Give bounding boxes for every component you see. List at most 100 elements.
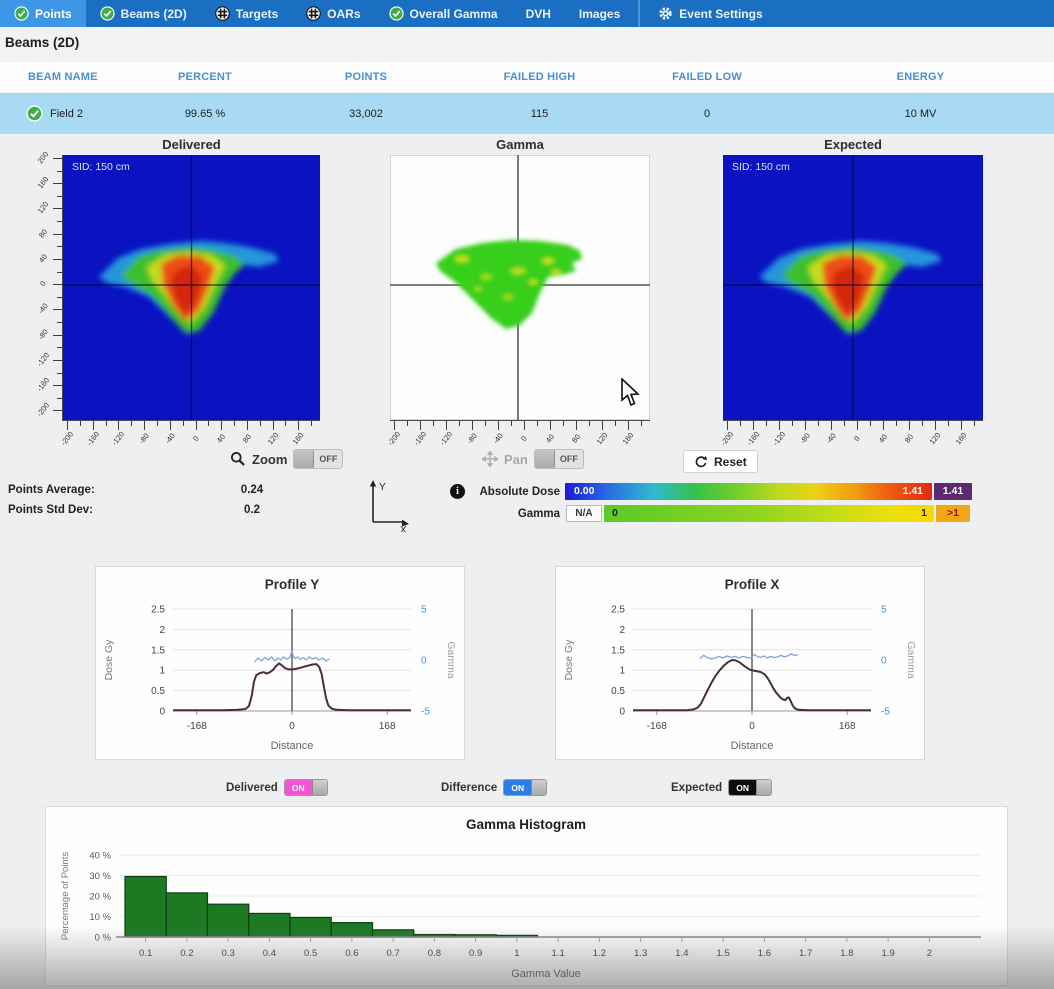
x-axis-tick xyxy=(524,421,525,430)
x-axis-tick xyxy=(844,421,845,426)
svg-text:1: 1 xyxy=(514,948,519,959)
x-axis-tick-label: -120 xyxy=(437,429,455,448)
svg-text:1.5: 1.5 xyxy=(717,948,730,959)
x-axis-tick xyxy=(883,421,884,430)
delivered-layer-label: Delivered xyxy=(226,781,278,794)
gamma-colorbar: 0 1 xyxy=(604,505,934,522)
svg-text:2: 2 xyxy=(159,625,165,636)
delivered-x-axis: -200 -160 -120 -80 -40 0 40 80 120 160 xyxy=(59,420,320,448)
gamma-colorbar-min: 0 xyxy=(612,507,618,519)
beam-table-row[interactable]: Field 2 99.65 % 33,002 115 0 10 MV xyxy=(0,93,1054,134)
column-header-points[interactable]: POINTS xyxy=(344,71,388,83)
target-grid-icon xyxy=(306,6,321,21)
switch-knob[interactable] xyxy=(311,780,327,795)
svg-text:1: 1 xyxy=(619,666,625,677)
absolute-dose-overflow-cell: 1.41 xyxy=(934,483,972,500)
nav-tab-dvh[interactable]: DVH xyxy=(512,0,565,27)
svg-text:168: 168 xyxy=(839,721,856,732)
x-axis-tick xyxy=(831,421,832,430)
svg-text:0: 0 xyxy=(881,656,887,667)
svg-text:5: 5 xyxy=(881,605,887,616)
delivered-layer-switch[interactable]: ON xyxy=(283,779,328,796)
svg-text:0: 0 xyxy=(289,721,295,732)
x-axis-tick xyxy=(144,421,146,430)
nav-tab-label: DVH xyxy=(525,6,551,21)
y-axis-tick xyxy=(53,309,62,311)
expected-layer-switch[interactable]: ON xyxy=(728,779,773,796)
svg-text:Distance: Distance xyxy=(271,740,314,752)
zoom-toggle-knob[interactable] xyxy=(294,450,315,468)
x-axis-tick-label: -80 xyxy=(137,431,151,446)
nav-tab-overall-gamma[interactable]: Overall Gamma xyxy=(375,0,512,27)
y-axis-tick xyxy=(53,258,62,260)
x-axis-tick xyxy=(118,421,120,430)
gamma-colorbar-max: 1 xyxy=(921,507,927,519)
column-header-failed-high[interactable]: FAILED HIGH xyxy=(503,71,576,83)
x-axis-tick xyxy=(974,421,975,426)
reset-button[interactable]: Reset xyxy=(683,450,758,473)
svg-text:Gamma Histogram: Gamma Histogram xyxy=(466,817,586,832)
switch-knob[interactable] xyxy=(531,780,547,795)
profileX-svg: Profile X 2.5 2 1.5 1 0.5 0 5 0 -5 -168 0 168 Distanc… xyxy=(563,577,917,752)
column-header-percent[interactable]: PERCENT xyxy=(178,71,232,83)
gamma-panel-title: Gamma xyxy=(496,137,544,152)
nav-tab-points[interactable]: Points xyxy=(0,0,86,27)
x-axis-tick-label: -160 xyxy=(84,429,101,448)
delivered-layer-toggle-group: Delivered ON xyxy=(226,779,328,796)
y-axis-tick-label: 0 xyxy=(38,279,48,289)
nav-tab-targets[interactable]: Targets xyxy=(201,0,292,27)
y-axis-tick-label: 200 xyxy=(35,149,51,166)
svg-text:1: 1 xyxy=(159,666,165,677)
x-axis-tick xyxy=(394,421,395,430)
x-axis-tick-label: -160 xyxy=(744,429,762,448)
x-axis-tick xyxy=(234,421,236,426)
x-axis-tick xyxy=(298,421,300,430)
nav-separator xyxy=(638,0,641,27)
pan-toggle[interactable]: OFF xyxy=(533,449,584,469)
column-header-energy[interactable]: ENERGY xyxy=(896,71,945,83)
absolute-dose-min: 0.00 xyxy=(574,485,595,497)
x-axis-tick-label: 120 xyxy=(594,430,610,447)
delivered-dose-image[interactable]: SID: 150 cm xyxy=(63,155,320,420)
svg-text:1.2: 1.2 xyxy=(593,948,606,959)
nav-tab-images[interactable]: Images xyxy=(565,0,634,27)
svg-text:Y: Y xyxy=(379,482,386,493)
nav-tab-beams-2d-[interactable]: Beams (2D) xyxy=(86,0,201,27)
gamma-map-image[interactable] xyxy=(390,155,650,420)
y-axis-tick-label: -160 xyxy=(34,375,52,394)
profileY-svg: Profile Y 2.5 2 1.5 1 0.5 0 5 0 -5 -168 0 168 Distanc… xyxy=(103,577,457,752)
nav-tab-event-settings[interactable]: Event Settings xyxy=(644,0,776,27)
nav-tab-oars[interactable]: OARs xyxy=(292,0,374,27)
zoom-toggle[interactable]: OFF xyxy=(293,449,344,469)
y-axis-tick-label: 40 xyxy=(36,252,50,265)
svg-text:0 %: 0 % xyxy=(95,933,112,944)
svg-text:1.8: 1.8 xyxy=(840,948,853,959)
expected-x-axis: -200 -160 -120 -80 -40 0 40 80 120 160 xyxy=(719,420,983,448)
switch-knob[interactable] xyxy=(756,780,772,795)
svg-text:1.5: 1.5 xyxy=(611,645,625,656)
difference-layer-switch[interactable]: ON xyxy=(503,779,548,796)
info-icon[interactable]: i xyxy=(450,484,465,499)
svg-text:1.9: 1.9 xyxy=(882,948,895,959)
pan-toggle-knob[interactable] xyxy=(534,450,555,468)
profile-y-chart: Profile Y 2.5 2 1.5 1 0.5 0 5 0 -5 -168 0 168 Distanc… xyxy=(95,566,465,760)
svg-text:Gamma: Gamma xyxy=(905,641,917,679)
gamma-x-axis: -200 -160 -120 -80 -40 0 40 80 120 160 xyxy=(386,420,650,448)
x-axis-tick xyxy=(766,421,767,426)
svg-text:Dose Gy: Dose Gy xyxy=(103,639,115,681)
column-header-beam-name[interactable]: BEAM NAME xyxy=(28,71,98,83)
y-axis-tick xyxy=(53,385,62,387)
x-axis-tick xyxy=(67,421,68,430)
svg-text:0.4: 0.4 xyxy=(263,948,276,959)
expected-dose-image[interactable]: SID: 150 cm xyxy=(723,155,983,420)
x-axis-tick xyxy=(935,421,936,430)
svg-text:0.1: 0.1 xyxy=(139,948,152,959)
column-header-failed-low[interactable]: FAILED LOW xyxy=(672,71,742,83)
reset-label: Reset xyxy=(714,454,747,469)
x-axis-tick-label: -200 xyxy=(385,429,403,448)
reset-icon xyxy=(694,455,708,469)
svg-text:Percentage of Points: Percentage of Points xyxy=(60,852,71,940)
x-axis-tick xyxy=(79,421,81,426)
expected-layer-toggle-group: Expected ON xyxy=(671,779,773,796)
